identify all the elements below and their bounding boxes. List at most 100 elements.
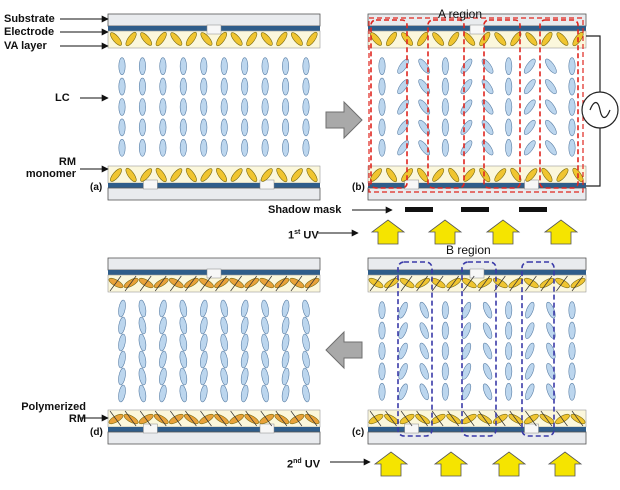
lc-molecule xyxy=(138,77,146,96)
lc-molecule xyxy=(240,299,249,318)
pretilt-line xyxy=(305,275,318,292)
panel-label-b: (b) xyxy=(352,182,365,193)
lc-molecule xyxy=(261,98,269,116)
pretilt-line xyxy=(275,275,288,292)
lc-molecule xyxy=(241,98,249,116)
rm-molecule xyxy=(200,168,213,182)
lc-molecule xyxy=(505,77,513,96)
b-region-box xyxy=(521,261,555,437)
rm-molecule xyxy=(448,31,460,47)
lc-molecule xyxy=(418,58,431,74)
lc-molecule xyxy=(302,118,310,137)
rm-molecule xyxy=(290,168,303,182)
electrode-gap xyxy=(404,179,419,190)
rm-molecule xyxy=(216,31,228,47)
lc-molecule xyxy=(138,350,147,369)
bottom-electrode xyxy=(368,427,586,432)
pretilt-line xyxy=(170,410,182,427)
rm-molecule xyxy=(525,168,538,182)
lc-molecule xyxy=(159,118,167,137)
bottom-electrode xyxy=(368,183,586,188)
lc-molecule xyxy=(240,333,249,352)
a-region-box xyxy=(483,19,521,189)
lc-molecule xyxy=(261,350,269,369)
lc-molecule xyxy=(138,316,147,335)
lc-molecule xyxy=(482,342,493,360)
lc-molecule xyxy=(568,57,576,75)
lc-molecule xyxy=(461,342,472,360)
lc-molecule xyxy=(302,77,310,96)
pretilt-line xyxy=(400,410,413,427)
lc-molecule xyxy=(441,321,449,340)
lc-molecule xyxy=(138,299,147,318)
lc-molecule xyxy=(461,363,472,380)
lc-molecule xyxy=(220,384,229,403)
lc-molecule xyxy=(523,79,536,95)
shadow-mask xyxy=(405,207,547,212)
lc-molecule xyxy=(282,57,290,75)
lc-molecule xyxy=(281,299,290,318)
rm-monomer-line2: monomer xyxy=(25,168,76,180)
rm-molecule xyxy=(155,31,167,47)
lc-molecule xyxy=(261,118,269,137)
lc-molecule xyxy=(398,363,408,380)
rm-molecule xyxy=(401,168,414,182)
lc-molecule xyxy=(220,333,229,352)
rm-molecule xyxy=(276,167,288,183)
lc-molecule xyxy=(159,299,167,318)
uv-arrow xyxy=(547,451,583,477)
lc-molecule xyxy=(378,362,386,381)
pretilt-line xyxy=(139,410,152,427)
lc-molecule xyxy=(546,342,556,360)
a-region-label: A region xyxy=(438,7,483,21)
lc-molecule xyxy=(397,140,409,156)
rm-molecule xyxy=(170,32,183,46)
rm-molecule xyxy=(448,167,460,183)
lc-molecule xyxy=(481,79,494,95)
panel-label-a: (a) xyxy=(90,182,103,193)
rm-molecule xyxy=(541,167,553,183)
lc-molecule xyxy=(481,58,494,74)
lc-molecule xyxy=(302,333,310,352)
lc-molecule xyxy=(525,383,535,401)
lc-molecule xyxy=(441,139,449,157)
lc-molecule xyxy=(261,316,269,335)
lc-molecule xyxy=(398,342,408,360)
pretilt-line xyxy=(109,275,122,292)
lc-molecule xyxy=(159,139,167,157)
lc-molecule xyxy=(461,322,472,339)
lc-molecule xyxy=(241,57,249,75)
bottom-substrate xyxy=(107,431,321,445)
lc-molecule xyxy=(397,58,409,74)
pretilt-line xyxy=(275,410,288,427)
pretilt-line xyxy=(139,275,152,292)
rm-molecule xyxy=(246,31,258,47)
lc-molecule xyxy=(481,140,494,156)
rm-molecule xyxy=(541,31,553,47)
lc-molecule xyxy=(261,57,269,75)
pretilt-line xyxy=(400,275,413,292)
rm-molecule xyxy=(494,32,507,46)
lc-molecule xyxy=(159,350,167,369)
lc-molecule xyxy=(159,57,167,75)
rm-molecule xyxy=(140,32,153,46)
rm-molecule xyxy=(290,32,303,46)
rm-molecule xyxy=(246,167,258,183)
pretilt-line xyxy=(170,275,182,292)
lc-molecule xyxy=(378,98,386,116)
process-arrow-left xyxy=(325,330,363,370)
lc-molecule xyxy=(397,79,409,95)
rm-molecule xyxy=(432,168,445,182)
lc-molecule xyxy=(200,98,208,116)
lc-molecule xyxy=(378,139,386,157)
rm-molecule xyxy=(386,31,398,47)
first-uv-prefix: 1 xyxy=(288,229,295,242)
a-region-box xyxy=(427,19,465,189)
lc-molecule xyxy=(179,98,187,116)
lc-molecule xyxy=(179,77,187,96)
second-uv-sup: nd xyxy=(293,458,302,465)
lc-molecule xyxy=(505,362,513,381)
lc-molecule xyxy=(138,333,147,352)
pretilt-line xyxy=(305,410,318,427)
lc-molecule xyxy=(418,99,431,115)
